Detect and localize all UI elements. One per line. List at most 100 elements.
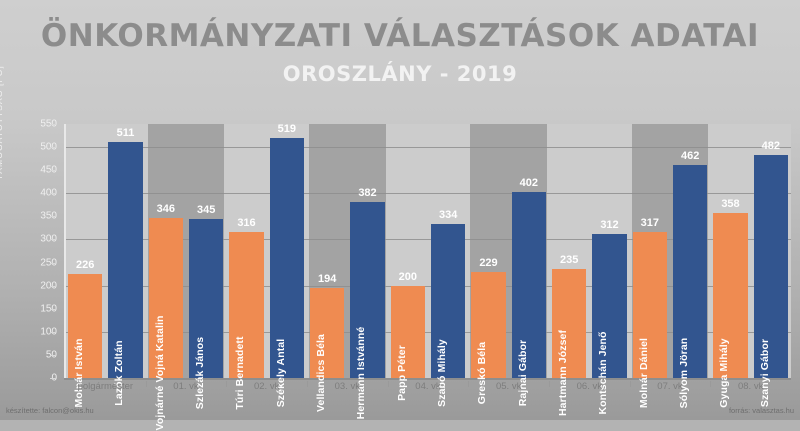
y-tick-label: 550 [40, 118, 57, 130]
y-tick-label: 200 [40, 280, 57, 292]
bar-name-label: Túri Bernadett [234, 336, 247, 410]
y-tick-label: 250 [40, 257, 57, 269]
x-group-tick-label: 04. vk [415, 381, 441, 392]
bar-value-label: 462 [680, 149, 700, 162]
bar-value-label: 317 [640, 216, 659, 229]
footer-credit: készítette: falcon@okis.hu [6, 406, 94, 415]
bar-name-label: Hartmann József [557, 329, 570, 417]
bar-name-label: Hermann Istvánné [355, 326, 368, 420]
y-tick [50, 354, 56, 356]
bar-name-label: Gyuga Mihály [718, 338, 731, 408]
x-group-separator [468, 381, 470, 387]
bar-value-label: 345 [196, 203, 216, 216]
bar[interactable]: 235 Hartmann József [552, 254, 587, 416]
bar-name-label: Sólyom Jöran [678, 337, 691, 409]
y-tick [50, 331, 56, 333]
bar-value-label: 312 [600, 218, 619, 231]
bar-name-label: Vellandics Béla [315, 334, 328, 412]
chart-figure: ÖNKORMÁNYZATI VÁLASZTÁSOK ADATAI OROSZLÁ… [0, 18, 794, 431]
x-group-separator [226, 381, 228, 387]
bar[interactable]: 317 Molnár Dániel [632, 217, 667, 408]
x-axis-group-labels: polgármester 01. vk 02. vk 03. vk 04. vk 05. … [65, 381, 791, 397]
y-tick [50, 147, 56, 149]
x-group-tick-label: 07. vk [657, 381, 683, 392]
y-tick [50, 378, 56, 379]
y-tick [50, 239, 56, 241]
x-group-separator [629, 381, 631, 387]
bar[interactable]: 519 Székely Antal [269, 123, 304, 407]
bar-value-label: 316 [237, 217, 256, 230]
y-tick-label: 100 [40, 326, 57, 338]
bar[interactable]: 382 Hermann Istvánné [350, 187, 385, 419]
bar[interactable]: 482 Szanyi Gábor [753, 140, 788, 407]
bar-value-label: 358 [721, 197, 740, 210]
x-group-separator [387, 381, 389, 387]
bar-value-label: 519 [277, 123, 296, 136]
gridline [65, 331, 791, 333]
bar[interactable]: 194 Vellandics Béla [310, 273, 345, 412]
bar-value-label: 194 [317, 273, 337, 286]
bar-value-label: 226 [75, 258, 95, 271]
x-group-tick-label: 05. vk [495, 381, 522, 392]
bar[interactable]: 226 Molnár István [68, 259, 103, 407]
footer-source: forrás: valasztas.hu [728, 406, 794, 415]
bar-name-label: Székely Antal [274, 338, 287, 408]
y-tick [50, 170, 56, 172]
bar[interactable]: 200 Papp Péter [390, 271, 425, 401]
y-tick-label: 500 [40, 141, 57, 153]
x-group-tick-label: polgármester [77, 381, 134, 392]
y-tick [50, 124, 56, 125]
bar-name-label: Vojnárné Vojná Katalin [153, 315, 166, 431]
y-tick [50, 262, 56, 264]
x-group-tick-label: 03. vk [334, 381, 360, 392]
y-tick-label: 350 [40, 210, 57, 222]
y-tick [50, 216, 56, 218]
y-tick [50, 285, 56, 287]
bar[interactable]: 511 Lazók Zoltán [108, 127, 143, 406]
bar[interactable]: 345 Szlezák János [189, 204, 224, 409]
bar-value-label: 235 [559, 254, 579, 267]
bar[interactable]: 316 Túri Bernadett [229, 217, 264, 410]
bar-value-label: 382 [358, 186, 377, 199]
bar-value-label: 200 [398, 270, 417, 283]
x-group-tick-label: 08. vk [737, 381, 764, 392]
y-tick-label: 300 [40, 233, 57, 245]
x-group-separator [307, 381, 308, 387]
x-axis-line [64, 378, 791, 380]
bar-value-label: 511 [116, 127, 135, 140]
bar-value-label: 334 [438, 208, 458, 221]
gridline [65, 285, 791, 287]
page-title: ÖNKORMÁNYZATI VÁLASZTÁSOK ADATAI [40, 18, 760, 54]
x-group-tick-label: 01. vk [173, 381, 199, 392]
y-tick [50, 193, 56, 195]
gridline [65, 147, 791, 149]
y-axis-line [64, 124, 66, 378]
y-axis-title: TÁMOGATOTTSÁG [FŐ] [0, 65, 4, 180]
bar[interactable]: 334 Szabó Mihály [431, 209, 466, 407]
bar-value-label: 402 [519, 177, 538, 190]
y-tick [50, 308, 56, 310]
x-group-separator [145, 381, 147, 387]
y-tick-label: 450 [40, 164, 57, 176]
bar-value-label: 229 [479, 257, 498, 270]
y-axis-labels: 050100150200250300350400450500550 [0, 119, 57, 384]
x-group-tick-label: 02. vk [253, 381, 280, 392]
bar-value-label: 482 [761, 140, 780, 153]
bar[interactable]: 402 Rajnai Gábor [511, 177, 546, 406]
gridlines [65, 124, 791, 378]
bar[interactable]: 346 Vojnárné Vojná Katalin [148, 203, 183, 431]
bar[interactable]: 312 Kontschán Jenő [592, 219, 627, 415]
bar[interactable]: 358 Gyuga Mihály [713, 198, 748, 408]
y-tick-label: 150 [40, 303, 57, 315]
plot-area: 226 Molnár István 511 Lazók Zoltán 346 Vojnár… [64, 123, 791, 431]
bar-name-label: Molnár István [73, 338, 86, 408]
gridline [65, 193, 791, 195]
x-group-separator [549, 381, 550, 387]
page-subtitle: OROSZLÁNY - 2019 [282, 62, 518, 86]
gridline [65, 239, 791, 241]
bar[interactable]: 229 Greskó Béla [471, 257, 506, 404]
y-tick-label: 400 [40, 187, 57, 199]
bar-name-label: Kontschán Jenő [597, 331, 610, 415]
bar[interactable]: 462 Sólyom Jöran [673, 150, 708, 408]
bar-value-label: 346 [156, 203, 175, 216]
